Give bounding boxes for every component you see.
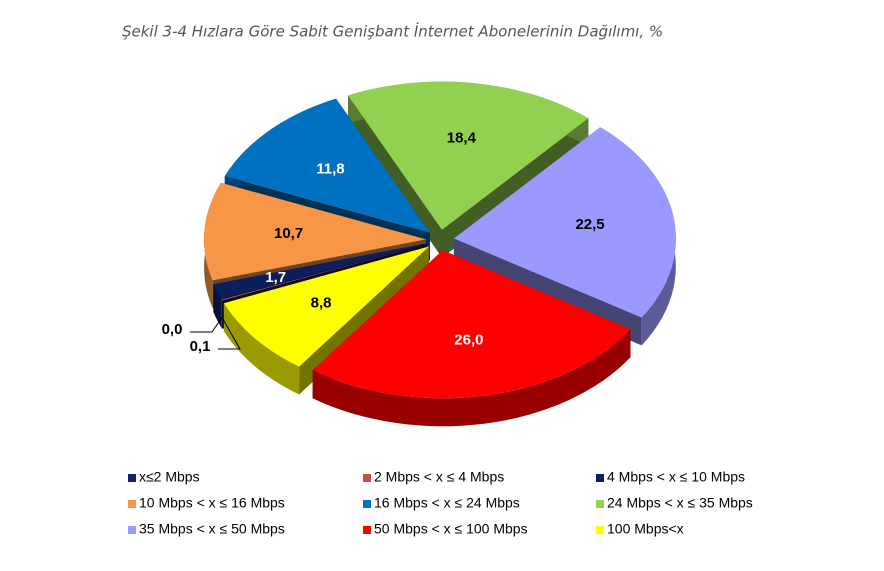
legend-label: x≤2 Mbps — [139, 469, 200, 485]
data-label: 0,0 — [162, 321, 183, 338]
chart-title: Şekil 3-4 Hızlara Göre Sabit Genişbant İ… — [122, 22, 663, 41]
leader-line — [190, 317, 223, 333]
legend-label: 16 Mbps < x ≤ 24 Mbps — [374, 495, 520, 511]
legend-label: 100 Mbps<x — [607, 521, 684, 537]
legend-label: 4 Mbps < x ≤ 10 Mbps — [607, 469, 745, 485]
slice — [312, 250, 631, 399]
data-label: 22,5 — [575, 216, 604, 233]
legend-label: 10 Mbps < x ≤ 16 Mbps — [139, 495, 285, 511]
slice-wall — [213, 284, 222, 328]
legend-swatch — [596, 474, 604, 482]
legend-label: 35 Mbps < x ≤ 50 Mbps — [139, 521, 285, 537]
slice — [348, 81, 589, 230]
slice — [453, 127, 676, 318]
legend-swatch — [363, 474, 371, 482]
legend-swatch — [596, 526, 604, 534]
data-label: 26,0 — [454, 331, 483, 348]
data-label: 1,7 — [265, 269, 286, 286]
data-label: 8,8 — [311, 294, 332, 311]
slice — [204, 182, 426, 281]
data-label: 0,1 — [190, 338, 211, 355]
legend-label: 24 Mbps < x ≤ 35 Mbps — [607, 495, 753, 511]
slice — [223, 246, 429, 367]
data-label: 18,4 — [447, 130, 477, 147]
legend-swatch — [128, 474, 136, 482]
legend-swatch — [596, 500, 604, 508]
slice-wall — [221, 299, 222, 329]
slice — [221, 244, 427, 301]
slice-wall — [312, 329, 631, 427]
data-label: 11,8 — [316, 160, 344, 177]
slice-wall — [223, 303, 300, 395]
legend-label: 2 Mbps < x ≤ 4 Mbps — [374, 469, 504, 485]
legend-label: 50 Mbps < x ≤ 100 Mbps — [374, 521, 528, 537]
legend-swatch — [363, 526, 371, 534]
slice — [224, 98, 430, 233]
data-label: 10,7 — [274, 225, 303, 242]
legend-swatch — [128, 526, 136, 534]
legend-swatch — [363, 500, 371, 508]
legend-swatch — [128, 500, 136, 508]
leader-line — [218, 316, 241, 350]
slice — [213, 243, 427, 300]
